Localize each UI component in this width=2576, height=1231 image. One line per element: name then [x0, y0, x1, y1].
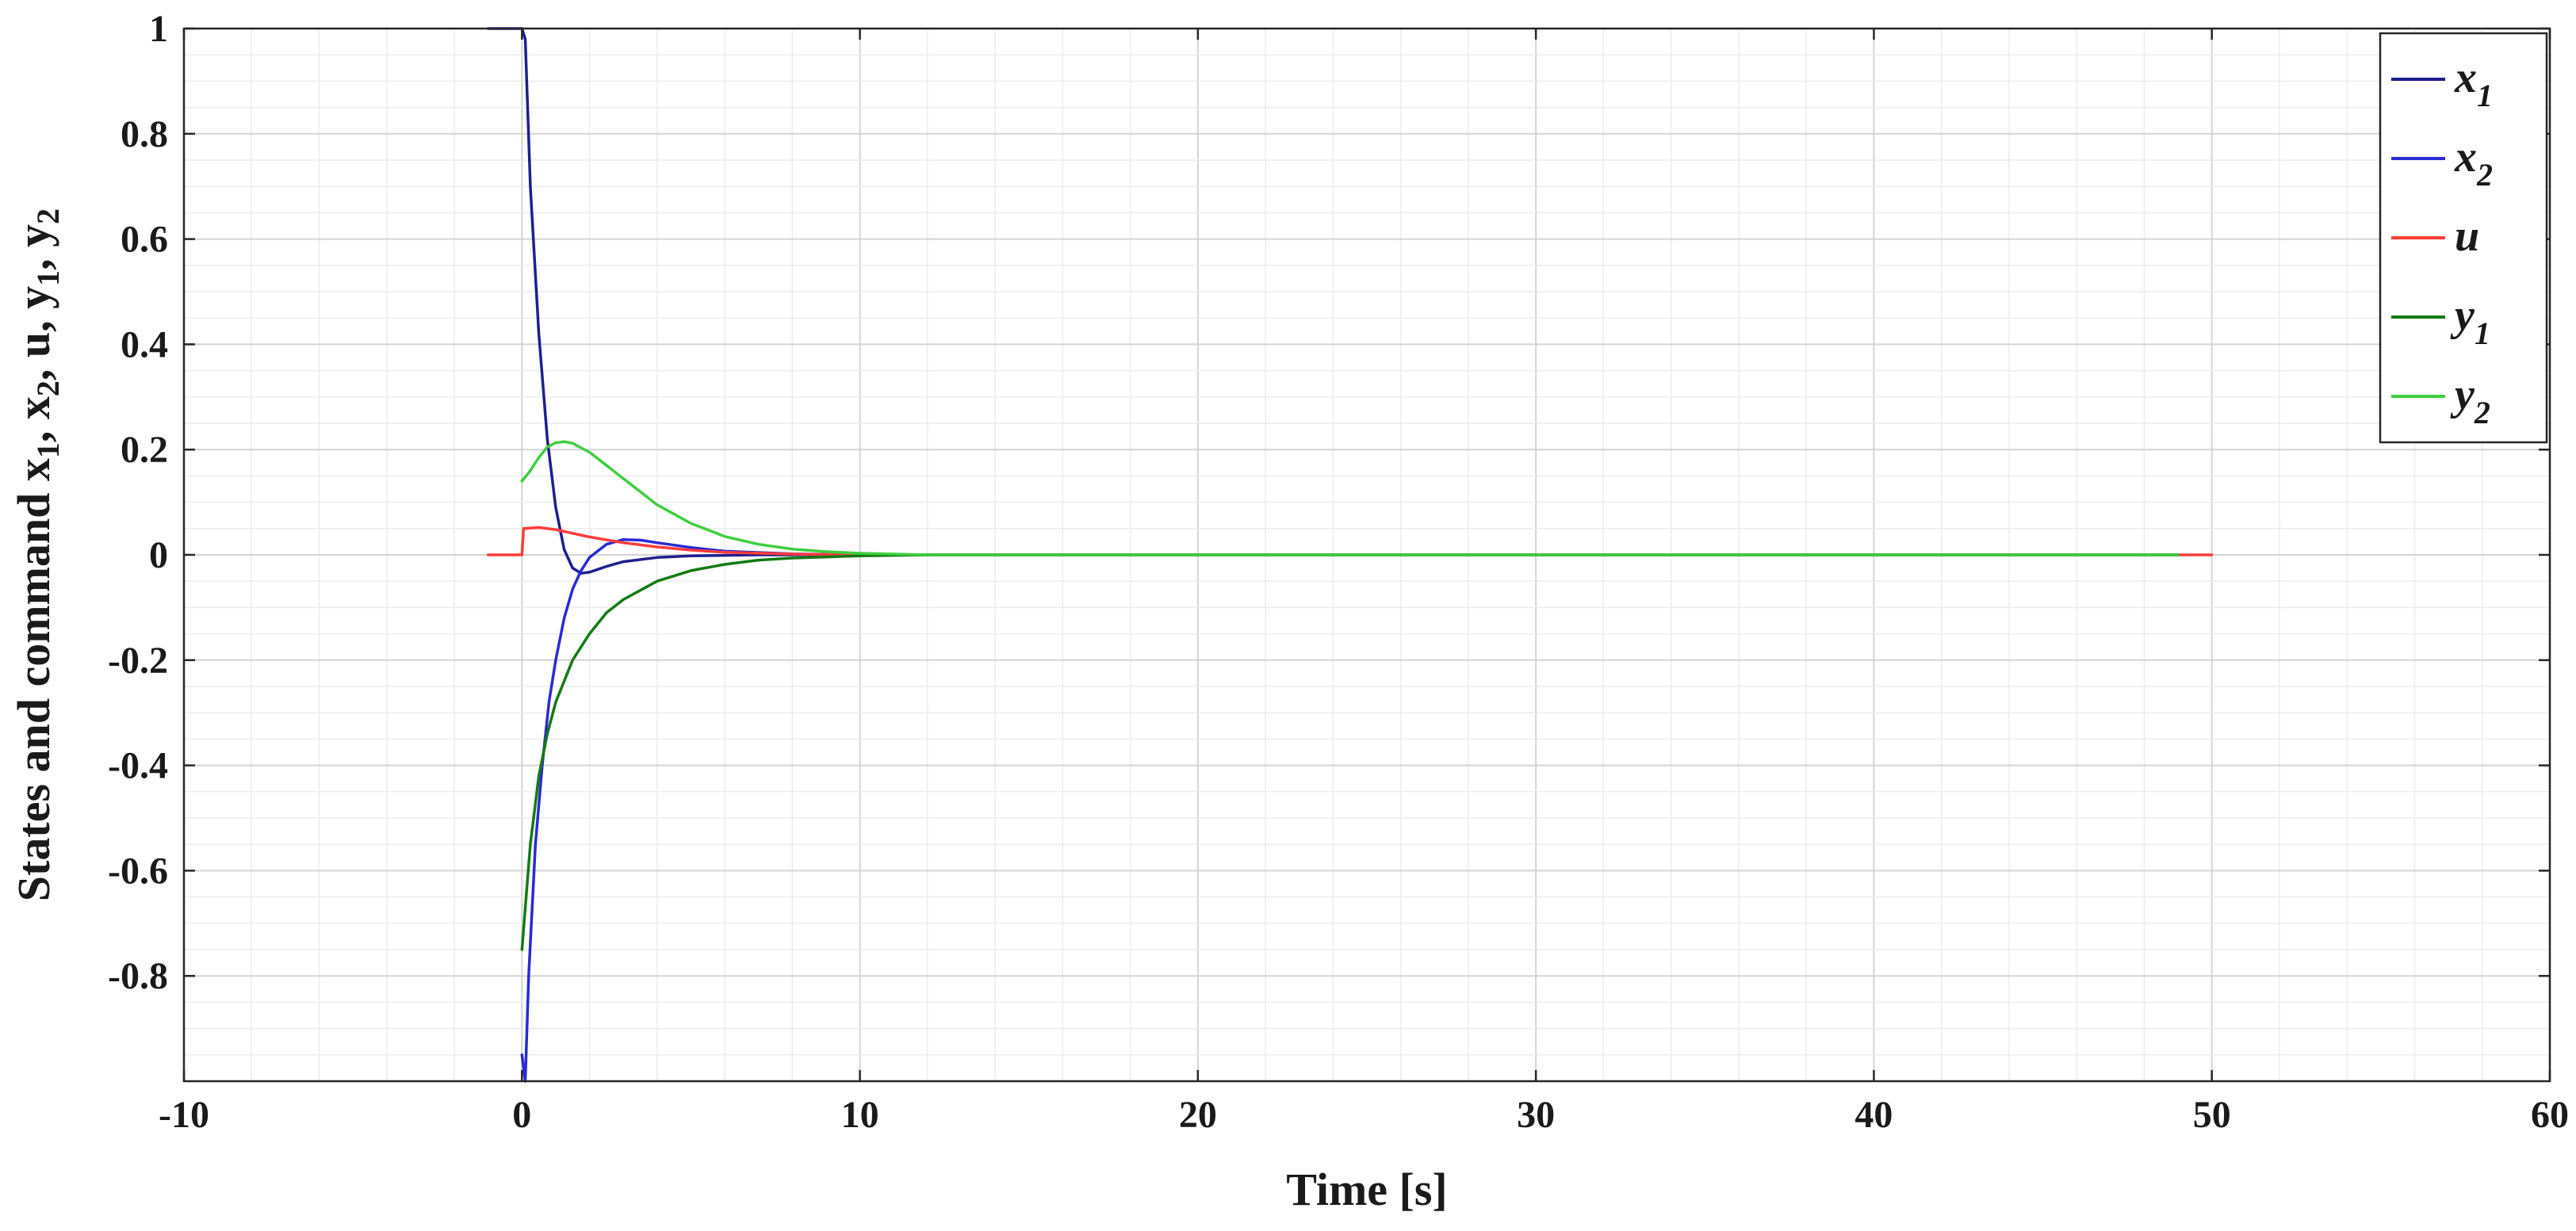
x-axis-label: Time [s]	[1286, 1164, 1448, 1215]
y-tick-label: -0.8	[108, 955, 168, 997]
x-tick-label: 60	[2531, 1094, 2569, 1136]
y-tick-label: -0.6	[108, 850, 168, 892]
x-tick-label: 20	[1179, 1094, 1217, 1136]
y-tick-label: 0	[149, 534, 168, 576]
y-axis-label: States and command x1, x2, u, y1, y2	[8, 208, 66, 901]
y-tick-label: -0.2	[108, 640, 168, 682]
legend-label-u: u	[2455, 212, 2479, 261]
series-line-y2	[520, 440, 2180, 556]
x-tick-label: 50	[2193, 1094, 2231, 1136]
y-axis-label-subscript: 2	[30, 380, 66, 396]
legend-label-y2: y2	[2450, 370, 2490, 430]
legend-label-x1: x1	[2454, 53, 2493, 113]
y-tick-label: -0.4	[108, 745, 168, 787]
series-line-x1	[486, 27, 2180, 575]
x-tick-label: 0	[512, 1094, 531, 1136]
y-tick-label: 0.8	[121, 113, 168, 155]
y-axis-label-text: States and command x	[8, 458, 59, 901]
y-axis-label-text: , x	[8, 396, 59, 442]
x-tick-label: 40	[1854, 1094, 1893, 1136]
y-tick-label: 0.6	[121, 219, 168, 261]
legend: x1 x2 u y1 y2	[2379, 32, 2548, 444]
series-line-y1	[520, 553, 2180, 951]
y-axis-label-subscript: 1	[30, 442, 66, 458]
y-axis-label-subscript: 2	[30, 208, 66, 224]
y-tick-label: 0.2	[121, 429, 168, 471]
y-axis-label-text: , y	[8, 224, 59, 270]
series-line-u	[486, 526, 2214, 556]
y-tick-label: 1	[149, 8, 168, 50]
y-axis-label-text: , u, y	[8, 286, 59, 380]
legend-label-y1: y1	[2450, 291, 2490, 351]
x-tick-label: 30	[1517, 1094, 1555, 1136]
y-tick-label: 0.4	[121, 323, 168, 365]
legend-label-x2: x2	[2454, 132, 2493, 193]
x-tick-label: -10	[159, 1094, 209, 1136]
y-axis-label-subscript: 1	[30, 270, 66, 286]
series-layer	[486, 27, 2214, 1083]
x-tick-label: 10	[841, 1094, 879, 1136]
